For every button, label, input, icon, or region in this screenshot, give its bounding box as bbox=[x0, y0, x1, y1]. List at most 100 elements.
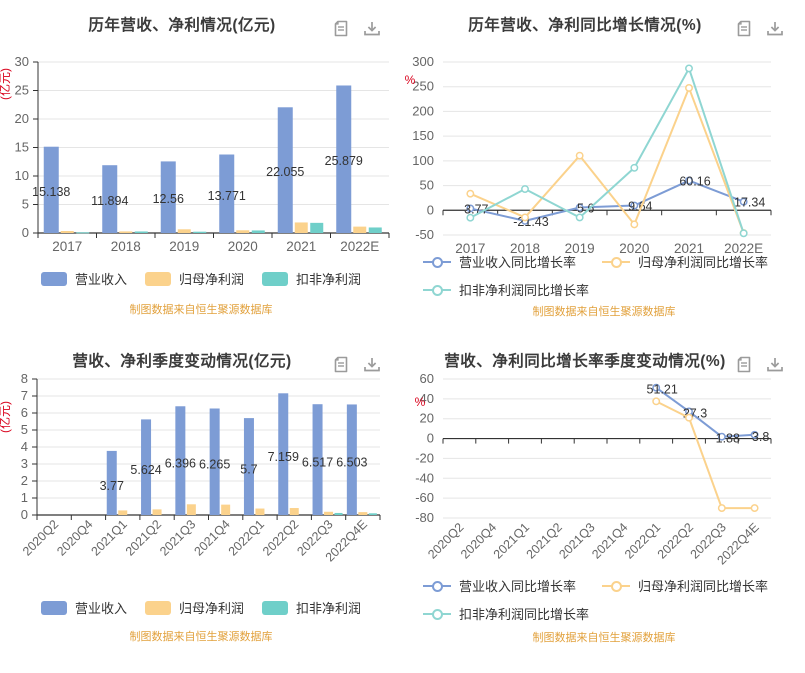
legend-label: 营业收入同比增长率 bbox=[459, 255, 577, 270]
bar[interactable] bbox=[243, 418, 254, 515]
bar[interactable] bbox=[186, 504, 196, 515]
data-point-marker[interactable] bbox=[630, 163, 639, 172]
data-point-marker[interactable] bbox=[466, 189, 475, 198]
data-point-marker[interactable] bbox=[521, 213, 529, 222]
document-icon[interactable] bbox=[735, 355, 753, 374]
chart-toolbar bbox=[332, 355, 380, 374]
bar[interactable] bbox=[278, 393, 289, 515]
bar[interactable] bbox=[312, 404, 323, 515]
document-icon[interactable] bbox=[332, 355, 350, 374]
bar[interactable] bbox=[368, 513, 377, 515]
bar[interactable] bbox=[358, 512, 368, 515]
data-point-marker[interactable] bbox=[630, 201, 639, 210]
legend-item-扣非净利润同比增长率[interactable]: 扣非净利润同比增长率 bbox=[423, 604, 589, 623]
legend-item-归母净利润同比增长率[interactable]: 归母净利润同比增长率 bbox=[602, 252, 768, 271]
data-point-marker[interactable] bbox=[750, 430, 759, 439]
data-point-marker[interactable] bbox=[466, 213, 475, 222]
bar[interactable] bbox=[310, 222, 324, 233]
y-tick-label: 5 bbox=[21, 422, 28, 437]
document-icon[interactable] bbox=[332, 19, 350, 38]
legend-item-归母净利润[interactable]: 归母净利润 bbox=[144, 598, 244, 617]
legend-item-归母净利润[interactable]: 归母净利润 bbox=[144, 269, 244, 288]
legend-item-扣非净利润[interactable]: 扣非净利润 bbox=[262, 269, 361, 288]
bar[interactable] bbox=[60, 231, 74, 233]
legend-item-营业收入同比增长率[interactable]: 营业收入同比增长率 bbox=[423, 252, 576, 271]
data-point-marker[interactable] bbox=[685, 64, 693, 73]
bar-series-扣非净利润 bbox=[76, 222, 382, 234]
bar[interactable] bbox=[346, 404, 357, 515]
data-point-marker[interactable] bbox=[739, 229, 748, 238]
data-point-marker[interactable] bbox=[652, 397, 661, 406]
download-icon[interactable] bbox=[765, 355, 783, 374]
bar[interactable] bbox=[277, 107, 293, 233]
bar[interactable] bbox=[134, 231, 148, 233]
bar[interactable] bbox=[175, 406, 186, 515]
data-point-marker[interactable] bbox=[652, 383, 661, 392]
bar[interactable] bbox=[160, 161, 176, 233]
bar[interactable] bbox=[255, 508, 265, 515]
bar[interactable] bbox=[106, 450, 117, 515]
data-point-marker[interactable] bbox=[717, 432, 726, 441]
bar[interactable] bbox=[102, 165, 118, 233]
download-icon[interactable] bbox=[362, 19, 380, 38]
document-icon[interactable] bbox=[735, 19, 753, 38]
bar[interactable] bbox=[221, 504, 231, 515]
bar[interactable] bbox=[141, 419, 152, 515]
data-point-marker[interactable] bbox=[575, 151, 584, 160]
data-point-marker[interactable] bbox=[717, 504, 726, 513]
series-line[interactable] bbox=[655, 400, 755, 510]
legend-item-营业收入[interactable]: 营业收入 bbox=[40, 269, 127, 288]
legend-label: 扣非净利润同比增长率 bbox=[459, 607, 590, 622]
bar[interactable] bbox=[236, 230, 250, 233]
bar[interactable] bbox=[209, 408, 220, 515]
legend-item-扣非净利润[interactable]: 扣非净利润 bbox=[262, 598, 361, 617]
download-icon[interactable] bbox=[765, 19, 783, 38]
bar[interactable] bbox=[177, 229, 191, 233]
data-point-marker[interactable] bbox=[575, 213, 584, 222]
x-axis-labels: 2017 2018 2019 2020 2021 2022E bbox=[52, 239, 379, 254]
data-point-marker[interactable] bbox=[466, 204, 475, 213]
bar[interactable] bbox=[289, 508, 299, 515]
legend-swatch bbox=[262, 271, 288, 286]
bar[interactable] bbox=[193, 231, 207, 233]
bar[interactable] bbox=[219, 154, 235, 233]
legend-item-营业收入[interactable]: 营业收入 bbox=[40, 598, 127, 617]
series-line[interactable] bbox=[469, 86, 745, 234]
data-point-marker[interactable] bbox=[739, 197, 748, 206]
legend-item-归母净利润同比增长率[interactable]: 归母净利润同比增长率 bbox=[602, 576, 768, 595]
series-line[interactable] bbox=[470, 179, 745, 222]
chart-panel-quarterly-growth: 营收、净利同比增长率季度变动情况(%) -80 -60 -40 -20 0 20 40 60 2… bbox=[403, 336, 805, 673]
bar[interactable] bbox=[353, 226, 367, 233]
bar[interactable] bbox=[76, 232, 90, 234]
bar[interactable] bbox=[152, 509, 162, 515]
data-point-marker[interactable] bbox=[750, 504, 759, 513]
bar[interactable] bbox=[251, 230, 265, 233]
bar[interactable] bbox=[119, 231, 133, 233]
bar[interactable] bbox=[336, 85, 352, 233]
bar[interactable] bbox=[324, 511, 334, 515]
y-tick-label: 0 bbox=[427, 202, 434, 217]
series-line[interactable] bbox=[655, 386, 755, 438]
series-line[interactable] bbox=[469, 67, 745, 234]
legend-item-营业收入同比增长率[interactable]: 营业收入同比增长率 bbox=[423, 576, 576, 595]
bar[interactable] bbox=[334, 512, 343, 515]
bar[interactable] bbox=[43, 146, 59, 233]
legend-item-扣非净利润同比增长率[interactable]: 扣非净利润同比增长率 bbox=[423, 280, 589, 299]
data-point-marker[interactable] bbox=[685, 413, 693, 422]
bar-labels: 3.77 5.624 6.396 6.265 5.7 7.159 6.517 6.503 bbox=[100, 450, 368, 493]
bar[interactable] bbox=[118, 510, 128, 515]
data-point-marker[interactable] bbox=[521, 185, 529, 193]
category-label: 2017 bbox=[52, 239, 82, 254]
data-point-marker[interactable] bbox=[685, 84, 693, 92]
data-point-marker[interactable] bbox=[685, 176, 693, 185]
bar-labels: 15.138 11.894 12.56 13.771 22.055 25.879 bbox=[32, 154, 363, 208]
download-icon[interactable] bbox=[362, 355, 380, 374]
category-label: 2021Q4 bbox=[191, 517, 232, 558]
bar-series-归母净利润 bbox=[60, 222, 367, 233]
data-point-marker[interactable] bbox=[630, 220, 639, 229]
grid: -50 0 50 100 150 200 250 300 bbox=[412, 54, 771, 242]
chart-toolbar bbox=[332, 19, 380, 38]
bar[interactable] bbox=[294, 222, 308, 233]
data-point-marker[interactable] bbox=[575, 203, 584, 212]
bar[interactable] bbox=[368, 227, 382, 233]
